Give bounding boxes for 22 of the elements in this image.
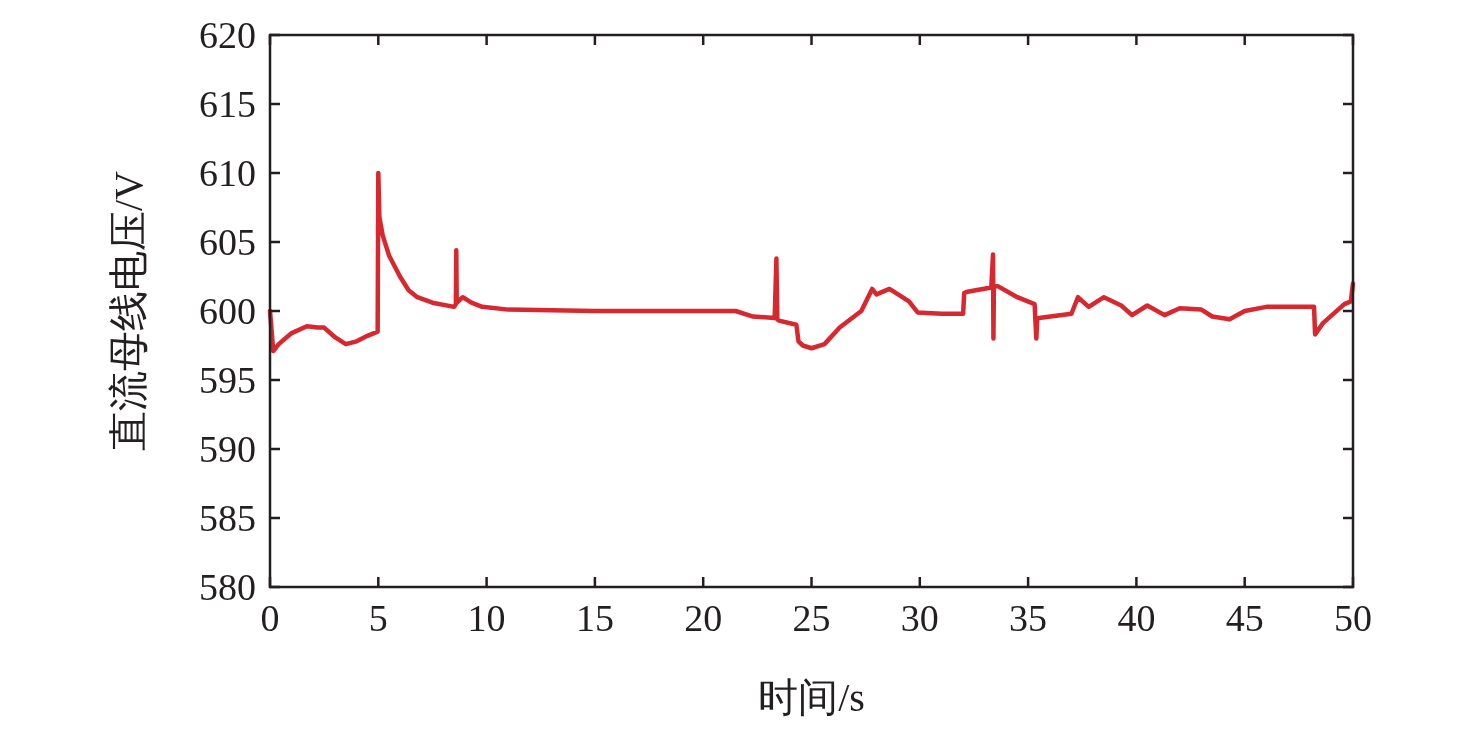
x-axis-title: 时间/s xyxy=(758,675,865,720)
x-tick-label: 45 xyxy=(1225,597,1264,639)
y-tick-label: 620 xyxy=(199,14,256,56)
x-tick-label: 5 xyxy=(368,597,388,639)
y-tick-label: 590 xyxy=(199,428,256,470)
x-tick-label: 0 xyxy=(260,597,280,639)
x-tick-label: 35 xyxy=(1009,597,1048,639)
y-tick-label: 605 xyxy=(199,221,256,263)
x-tick-label: 10 xyxy=(467,597,506,639)
y-tick-label: 610 xyxy=(199,152,256,194)
x-tick-label: 30 xyxy=(900,597,939,639)
y-tick-label: 595 xyxy=(199,359,256,401)
y-axis-title: 直流母线电压/V xyxy=(106,170,151,451)
x-tick-label: 20 xyxy=(684,597,723,639)
x-tick-label: 40 xyxy=(1117,597,1156,639)
y-tick-label: 585 xyxy=(199,497,256,539)
y-tick-label: 615 xyxy=(199,83,256,125)
x-tick-label: 25 xyxy=(792,597,831,639)
x-tick-label: 15 xyxy=(575,597,614,639)
y-tick-label: 600 xyxy=(199,290,256,332)
x-tick-label: 50 xyxy=(1334,597,1372,639)
y-tick-label: 580 xyxy=(199,566,256,608)
